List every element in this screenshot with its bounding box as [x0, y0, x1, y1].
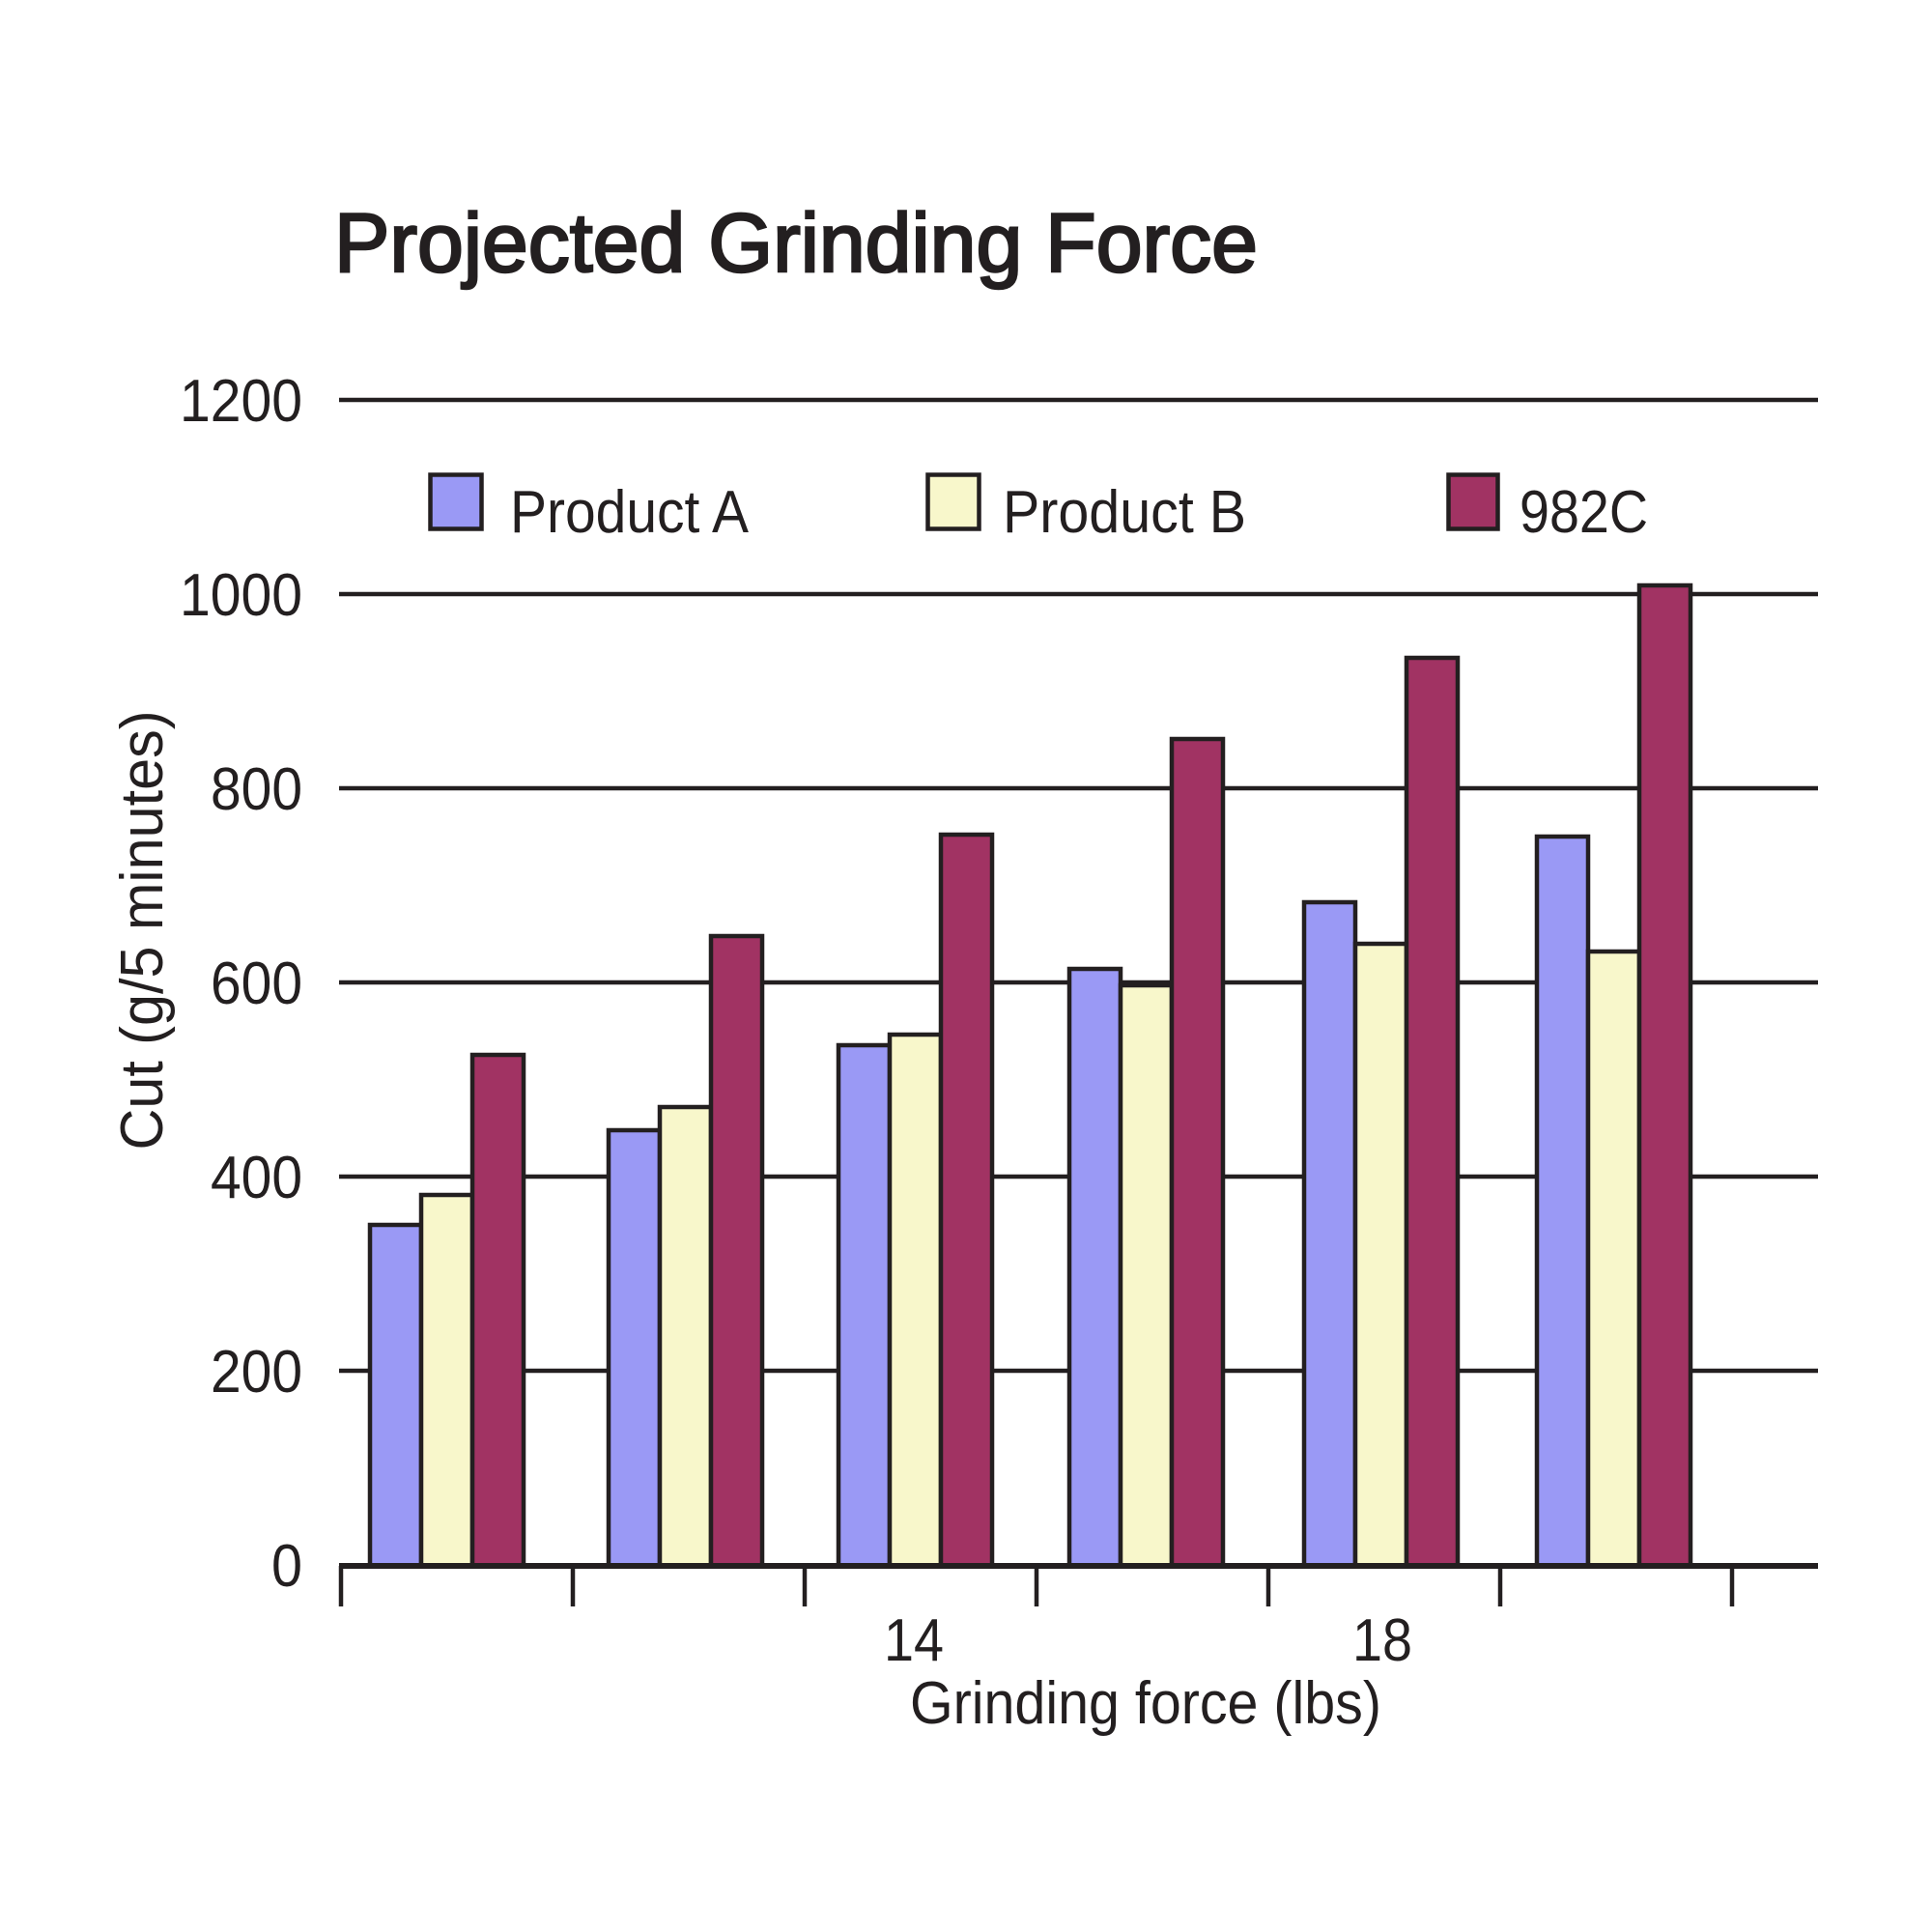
svg-text:1200: 1200 [180, 368, 302, 435]
svg-text:Projected Grinding Force: Projected Grinding Force [334, 197, 1258, 290]
svg-text:982C: 982C [1520, 479, 1648, 546]
svg-text:400: 400 [211, 1145, 302, 1211]
svg-text:1000: 1000 [180, 562, 302, 629]
svg-text:18: 18 [1352, 1607, 1412, 1674]
svg-text:800: 800 [211, 756, 302, 823]
svg-text:600: 600 [211, 951, 302, 1017]
svg-text:14: 14 [884, 1607, 944, 1674]
svg-text:Grinding force (lbs): Grinding force (lbs) [910, 1670, 1381, 1737]
svg-text:0: 0 [271, 1533, 302, 1600]
svg-text:Cut (g/5 minutes): Cut (g/5 minutes) [109, 711, 176, 1151]
svg-text:200: 200 [211, 1339, 302, 1406]
svg-text:Product A: Product A [510, 479, 750, 546]
svg-text:Product B: Product B [1003, 479, 1246, 546]
